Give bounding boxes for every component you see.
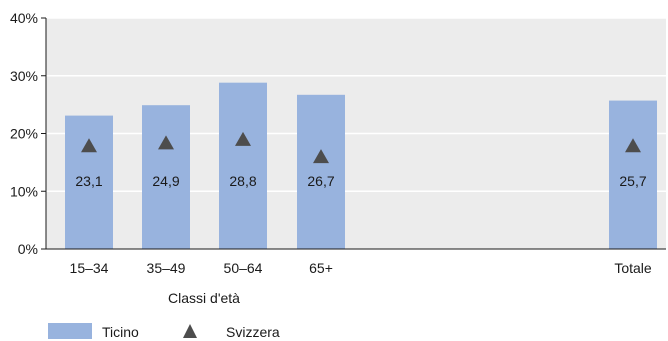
marker-svizzera (313, 149, 329, 164)
marker-svizzera (235, 131, 251, 146)
legend-marker-svizzera (183, 324, 197, 338)
y-tick-label: 0% (18, 241, 38, 257)
x-tick-labels: 15–34 35–49 50–64 65+ Totale (70, 260, 652, 276)
y-tick-label: 10% (10, 183, 38, 199)
data-label: 25,7 (619, 173, 646, 189)
bars (65, 82, 657, 250)
x-tick-label: 50–64 (224, 260, 263, 276)
x-axis-title: Classi d'età (168, 290, 240, 306)
y-tick-label: 30% (10, 68, 38, 84)
bar-ticino (297, 94, 345, 250)
bar-ticino (142, 105, 190, 249)
legend: Ticino Svizzera (48, 323, 280, 340)
bar-ticino (609, 100, 657, 250)
marker-svizzera (81, 138, 97, 153)
legend-swatch-ticino (48, 323, 92, 339)
y-tick-label: 20% (10, 126, 38, 142)
data-label: 23,1 (75, 173, 102, 189)
data-label: 28,8 (229, 173, 256, 189)
x-tick-label: 35–49 (147, 260, 186, 276)
legend-label-svizzera: Svizzera (226, 324, 280, 340)
y-tick-label: 40% (10, 10, 38, 26)
svizzera-markers (81, 131, 641, 164)
x-tick-label: Totale (614, 260, 652, 276)
data-labels: 23,1 24,9 28,8 26,7 25,7 (75, 173, 646, 189)
bar-ticino (65, 115, 113, 249)
data-label: 26,7 (307, 173, 334, 189)
data-label: 24,9 (152, 173, 179, 189)
x-tick-label: 15–34 (70, 260, 109, 276)
marker-svizzera (158, 135, 174, 150)
marker-svizzera (625, 138, 641, 153)
y-tick-labels: 0% 10% 20% 30% 40% (10, 10, 38, 257)
legend-label-ticino: Ticino (102, 324, 139, 340)
bar-ticino (219, 82, 267, 250)
axes (41, 17, 666, 250)
x-tick-label: 65+ (309, 260, 333, 276)
